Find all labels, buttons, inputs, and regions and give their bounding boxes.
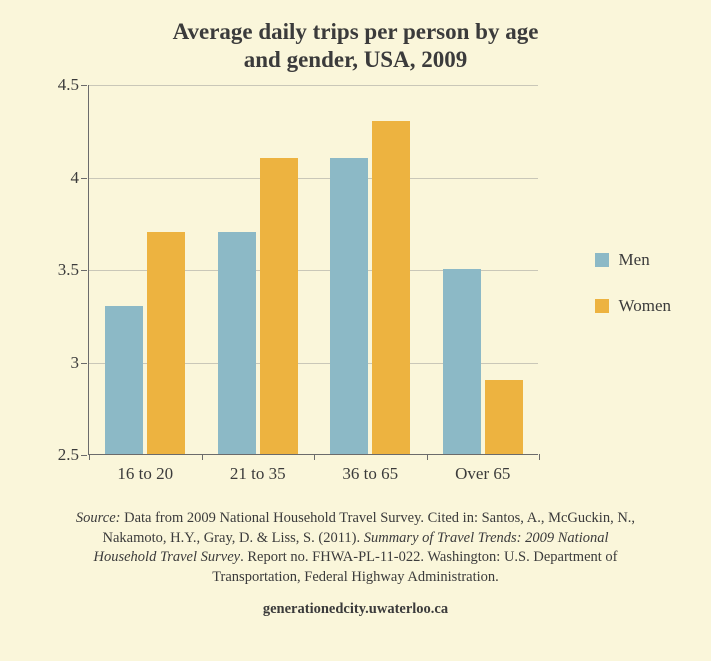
bar-women [372, 121, 410, 454]
legend-swatch [595, 299, 609, 313]
gridline [89, 85, 538, 86]
legend-label: Women [619, 296, 671, 316]
source-prefix: Source: [76, 510, 124, 526]
x-axis-label: 16 to 20 [117, 464, 173, 484]
title-line-2: and gender, USA, 2009 [244, 47, 467, 72]
y-tick [81, 270, 87, 271]
y-axis-label: 3 [71, 353, 80, 373]
x-tick [89, 454, 90, 460]
y-tick [81, 178, 87, 179]
bar-men [330, 158, 368, 454]
attribution: generationedcity.uwaterloo.ca [20, 601, 691, 618]
x-tick [539, 454, 540, 460]
x-tick [202, 454, 203, 460]
bar-men [218, 232, 256, 454]
y-tick [81, 363, 87, 364]
y-axis-label: 2.5 [58, 445, 79, 465]
legend: Men Women [595, 250, 671, 342]
bar-women [147, 232, 185, 454]
bar-men [105, 306, 143, 454]
chart-title: Average daily trips per person by age an… [20, 18, 691, 73]
legend-item: Women [595, 296, 671, 316]
y-tick [81, 455, 87, 456]
source-citation: Source: Data from 2009 National Househol… [70, 509, 641, 587]
y-axis-label: 4.5 [58, 75, 79, 95]
y-tick [81, 85, 87, 86]
chart-area: 2.533.544.516 to 2021 to 3536 to 65Over … [50, 85, 691, 485]
x-tick [427, 454, 428, 460]
x-axis-label: 21 to 35 [230, 464, 286, 484]
chart-container: Average daily trips per person by age an… [0, 0, 711, 661]
bar-men [443, 269, 481, 454]
x-axis-label: Over 65 [455, 464, 510, 484]
source-text-3: . Report no. FHWA-PL-11-022. Washington:… [212, 549, 617, 585]
x-axis-label: 36 to 65 [342, 464, 398, 484]
gridline [89, 178, 538, 179]
bar-women [485, 380, 523, 454]
y-axis-label: 4 [71, 168, 80, 188]
x-tick [314, 454, 315, 460]
legend-label: Men [619, 250, 650, 270]
plot-region: 2.533.544.516 to 2021 to 3536 to 65Over … [88, 85, 538, 455]
legend-swatch [595, 253, 609, 267]
bar-women [260, 158, 298, 454]
y-axis-label: 3.5 [58, 260, 79, 280]
title-line-1: Average daily trips per person by age [173, 19, 539, 44]
legend-item: Men [595, 250, 671, 270]
